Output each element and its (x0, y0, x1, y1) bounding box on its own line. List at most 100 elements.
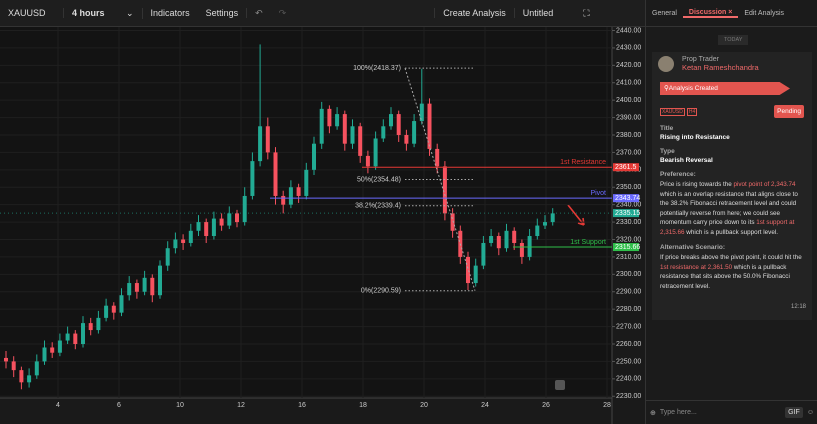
message-input[interactable]: Type here... (659, 409, 697, 416)
input-bar: ⊕ Type here... GIF ☺ (646, 400, 817, 424)
tab[interactable]: Discussion × (682, 9, 739, 18)
candle-body (265, 126, 270, 153)
x-tick-label: 18 (359, 402, 367, 409)
candle-body (211, 218, 216, 237)
candle-body (11, 361, 16, 371)
price-tag (613, 243, 639, 252)
emoji[interactable]: ☺ (806, 409, 814, 416)
candle-body (481, 242, 486, 266)
candle-body (288, 187, 293, 205)
price-tag-label: 2343.74 (615, 195, 640, 202)
candle-body (188, 230, 193, 243)
candle-body (196, 222, 201, 231)
y-tick-label: 2440.00 (616, 27, 641, 34)
candle-body (81, 323, 85, 345)
toolbar: XAUUSD 4 hours ⌄ Indicators Settings ↶ ↷… (0, 0, 645, 27)
time: 12:18 (790, 304, 806, 310)
redo[interactable]: ↷ (278, 7, 287, 18)
tab[interactable]: General (652, 9, 677, 17)
candle-body (473, 265, 478, 284)
candle-body (450, 213, 455, 231)
fib-label: 100%(2418.37) (353, 65, 401, 72)
candle-body (381, 126, 386, 139)
candle-body (312, 143, 316, 170)
level-name: 1st Resistance (560, 159, 606, 166)
interval-caret[interactable]: ⌄ (118, 7, 143, 19)
candle-body (34, 361, 39, 376)
interval[interactable]: 4 hours (72, 8, 105, 18)
candle-body (219, 218, 224, 226)
create-analysis[interactable]: Create Analysis (434, 8, 514, 18)
camera-button[interactable] (555, 380, 565, 390)
candle-body (350, 126, 355, 144)
plot-bg (0, 27, 612, 398)
x-tick-label: 24 (481, 402, 489, 409)
x-tick-label: 4 (56, 402, 60, 409)
candle-body (519, 242, 524, 257)
role: Prop Trader (682, 56, 719, 63)
highlight: 1st resistance at 2,361.50 (660, 263, 733, 271)
candle-body (111, 305, 116, 313)
fib-label: 50%(2354.48) (357, 176, 401, 183)
y-tick-label: 2320.00 (616, 236, 641, 243)
tab[interactable]: Edit Analysis (744, 9, 784, 17)
label: Type (660, 148, 675, 155)
y-tick-label: 2300.00 (616, 271, 641, 278)
indicators[interactable]: Indicators (150, 8, 190, 18)
y-tick-label: 2420.00 (616, 62, 641, 69)
price-tag-label: 2335.15 (615, 210, 640, 217)
candle-body (258, 126, 263, 162)
candle-body (250, 161, 255, 196)
fullscreen[interactable]: ⛶ (583, 7, 590, 18)
y-tick-label: 2330.00 (616, 219, 641, 226)
candle-body (373, 138, 378, 167)
candle-body (119, 295, 124, 313)
candle-body (319, 108, 324, 144)
candle-body (4, 357, 8, 362)
y-tick-label: 2390.00 (616, 114, 641, 121)
candle-body (142, 277, 147, 292)
value: Bearish Reversal (660, 157, 713, 164)
candle-body (335, 114, 340, 127)
candle-body (235, 213, 239, 223)
x-tick-label: 12 (237, 402, 245, 409)
symbol[interactable]: XAUUSD (0, 8, 64, 18)
tabs: General Discussion × Edit Analysis (646, 0, 817, 27)
candle-body (504, 230, 509, 249)
y-tick-label: 2230.00 (616, 393, 641, 400)
y-tick-label: 2400.00 (616, 97, 641, 104)
candle-body (281, 195, 286, 205)
chart: 2230.00 2240.00 2250.00 2260.00 2270.00 2280.… (0, 27, 641, 424)
candle-body (273, 152, 278, 196)
y-tick-label: 2260.00 (616, 341, 641, 348)
candle-body (365, 155, 370, 167)
text: which is a pullback resistance that sits… (660, 263, 790, 290)
level-name: Pivot (590, 190, 606, 197)
gif[interactable]: GIF (785, 407, 803, 418)
candle-body (204, 222, 209, 237)
add[interactable]: ⊕ (650, 409, 656, 417)
y-tick-label: 2290.00 (616, 289, 641, 296)
candle-body (242, 195, 247, 223)
layout-name[interactable]: Untitled (513, 8, 562, 18)
candle-body (65, 333, 70, 341)
candle-body (427, 103, 432, 149)
value: Rising into Resistance (660, 134, 730, 141)
candle-body (358, 126, 363, 156)
x-tick-label: 28 (603, 402, 611, 409)
candle-body (512, 230, 517, 243)
price-tag (613, 209, 639, 218)
undo[interactable]: ↶ (255, 7, 263, 18)
candle-body (389, 114, 393, 127)
candle-body (104, 305, 109, 318)
price-tag (613, 163, 639, 172)
candle-body (158, 265, 162, 296)
candle-body (489, 236, 494, 243)
candle-body (342, 114, 347, 144)
y-tick-label: 2350.00 (616, 184, 641, 191)
candle-body (88, 323, 93, 331)
settings[interactable]: Settings (198, 8, 248, 18)
candle-body (127, 283, 132, 296)
paragraph: If price breaks above the pivot point, i… (660, 253, 804, 291)
fib-label: 38.2%(2339.4) (355, 203, 401, 210)
